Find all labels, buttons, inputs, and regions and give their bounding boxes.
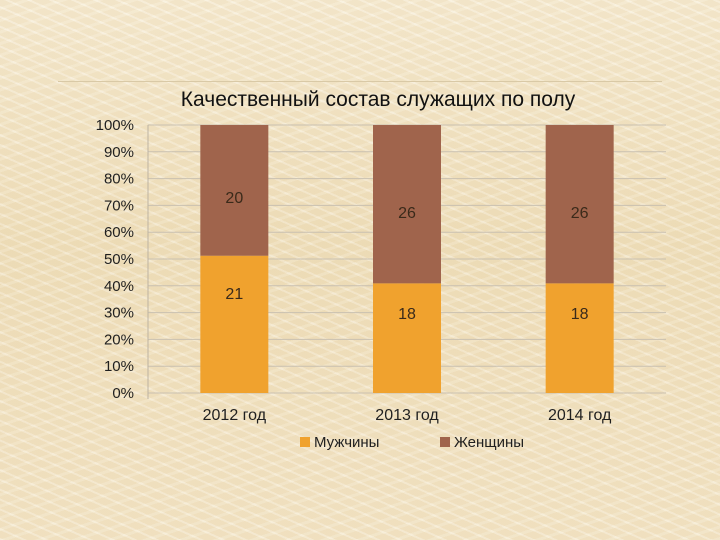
data-label: 26 [398, 205, 416, 222]
y-tick-label: 30% [104, 305, 134, 322]
x-category-label: 2012 год [203, 407, 267, 424]
y-tick-label: 10% [104, 358, 134, 375]
legend-label: Женщины [454, 434, 524, 451]
legend-label: Мужчины [314, 434, 379, 451]
bar-segment [373, 283, 441, 393]
chart-title: Качественный состав служащих по полу [181, 88, 576, 111]
x-axis-categories: 2012 год 2013 год 2014 год [203, 407, 612, 424]
data-label: 18 [398, 306, 416, 323]
y-tick-label: 100% [96, 117, 134, 134]
data-labels: 21 20 18 26 18 26 [225, 190, 588, 323]
y-tick-label: 70% [104, 197, 134, 214]
legend-swatch [300, 437, 310, 447]
bar-segment [200, 125, 269, 256]
x-category-label: 2013 год [375, 407, 439, 424]
legend: Мужчины Женщины [300, 434, 524, 451]
bars [200, 125, 614, 393]
y-tick-label: 40% [104, 278, 134, 295]
data-label: 18 [571, 306, 589, 323]
y-axis-ticks: 0% 10% 20% 30% 40% 50% 60% 70% 80% 90% 100% [96, 117, 134, 402]
y-tick-label: 80% [104, 171, 134, 188]
y-tick-label: 60% [104, 224, 134, 241]
bar-segment [200, 255, 269, 393]
x-category-label: 2014 год [548, 407, 612, 424]
y-tick-label: 20% [104, 331, 134, 348]
title-divider [58, 81, 662, 82]
data-label: 20 [225, 190, 243, 207]
y-tick-label: 90% [104, 144, 134, 161]
y-tick-label: 50% [104, 251, 134, 268]
bar-segment [545, 283, 614, 393]
bar-segment [373, 125, 441, 284]
bar-segment [545, 125, 614, 284]
data-label: 21 [225, 286, 243, 303]
data-label: 26 [571, 205, 589, 222]
y-tick-label: 0% [112, 385, 134, 402]
legend-swatch [440, 437, 450, 447]
